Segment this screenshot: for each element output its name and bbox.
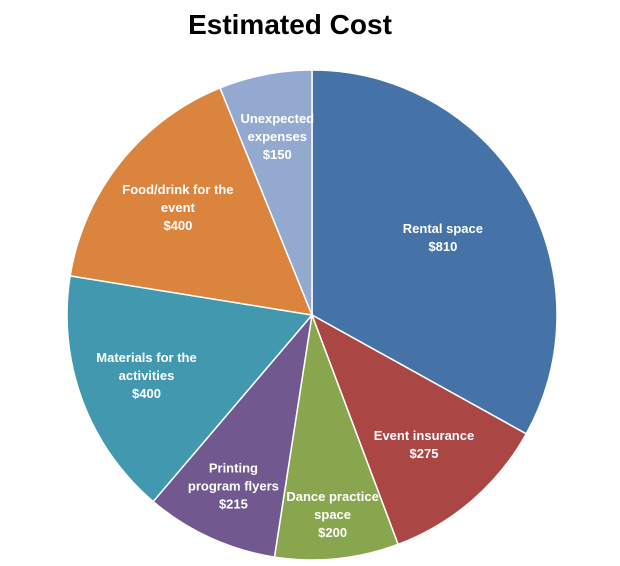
- slice-category-label: Event insurance: [374, 428, 474, 443]
- slice-value-label: $400: [132, 386, 161, 401]
- slice-value-label: $400: [163, 218, 192, 233]
- slice-label: Printing program flyers $215: [188, 461, 279, 512]
- slice-label: Event insurance $275: [374, 428, 474, 461]
- pie-slice: [311, 69, 558, 435]
- slice-category-label: event: [161, 200, 196, 215]
- slice-value-label: $215: [219, 497, 248, 512]
- slice-category-label: Dance practice: [286, 489, 379, 504]
- slice-label: Food/drink for the event $400: [122, 182, 233, 233]
- pie-slice: [310, 313, 528, 546]
- slice-value-label: $275: [410, 446, 439, 461]
- pie-slice: [273, 312, 400, 561]
- slice-value-label: $810: [428, 239, 457, 254]
- pie-slice: [66, 275, 314, 503]
- slice-label: Unexpected expenses $150: [240, 111, 314, 162]
- slice-category-label: Materials for the: [96, 350, 196, 365]
- pie-slice: [69, 86, 314, 316]
- slice-category-label: expenses: [248, 129, 307, 144]
- pie-slice: [219, 69, 313, 316]
- slice-category-label: Rental space: [403, 221, 483, 236]
- slice-category-label: Unexpected: [240, 111, 314, 126]
- slice-category-label: activities: [119, 368, 175, 383]
- slice-label: Dance practice space $200: [286, 489, 379, 540]
- slice-value-label: $200: [318, 525, 347, 540]
- slice-category-label: Food/drink for the: [122, 182, 233, 197]
- slice-category-label: Printing: [209, 461, 258, 476]
- slice-label: Materials for the activities $400: [96, 350, 196, 401]
- slice-value-label: $150: [263, 147, 292, 162]
- slice-category-label: program flyers: [188, 479, 279, 494]
- slice-label: Rental space $810: [403, 221, 483, 254]
- pie-slice: [152, 312, 314, 558]
- chart-title: Estimated Cost: [188, 9, 392, 40]
- slice-category-label: space: [314, 507, 351, 522]
